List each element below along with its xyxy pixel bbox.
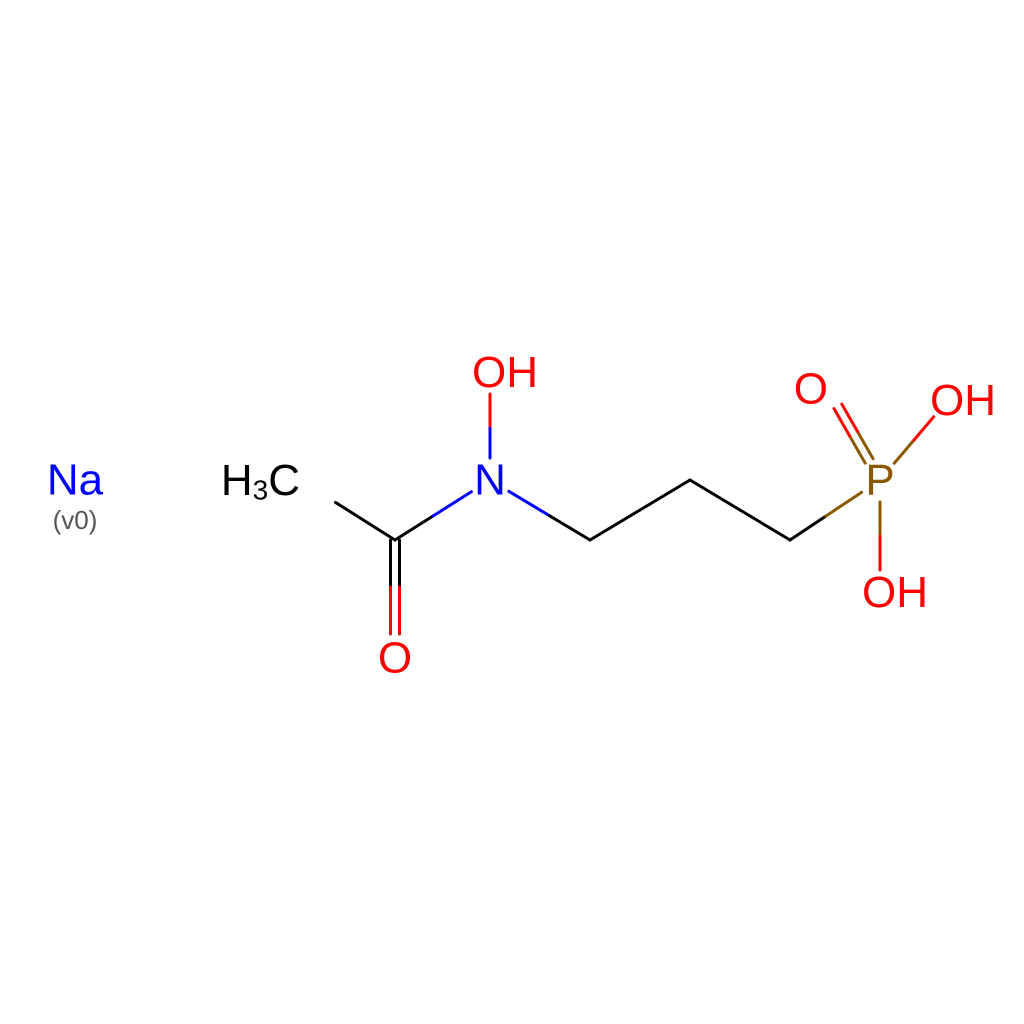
atom-label-O2: O (378, 634, 412, 683)
bond (640, 480, 690, 510)
bond (509, 491, 550, 515)
atom-label-N1: N (474, 456, 506, 505)
bond (549, 516, 590, 540)
atom-label-h3c: H3C (221, 456, 300, 506)
atom-label-O5: OH (862, 568, 928, 617)
atom-label-O3: O (794, 365, 828, 414)
bond (740, 510, 790, 540)
bond (395, 516, 433, 540)
bond (790, 516, 826, 540)
bond (894, 440, 914, 463)
bond (365, 521, 395, 540)
bond (826, 492, 862, 516)
bond (590, 510, 640, 540)
atom-label-P1: P (865, 456, 894, 505)
atom-label-v0: (v0) (53, 505, 98, 535)
atom-label-O1: OH (472, 348, 538, 397)
atom-label-O4: OH (930, 376, 996, 425)
bond (690, 480, 740, 510)
molecule-diagram: Na(v0)H3CONOHPOOHOH (0, 0, 1024, 1024)
atom-label-Na: Na (47, 456, 104, 505)
bond (336, 502, 366, 521)
bond (433, 492, 471, 516)
